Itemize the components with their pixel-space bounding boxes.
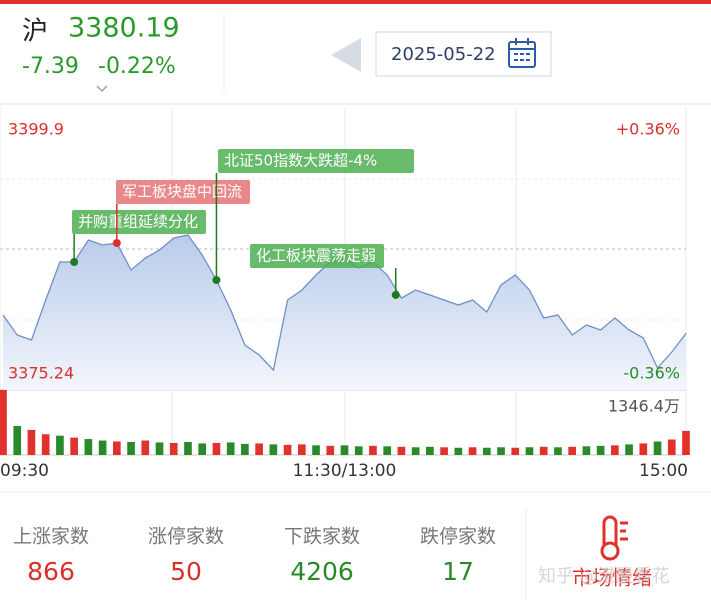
volume-bar [682, 430, 690, 455]
volume-bar [667, 439, 676, 455]
annotation-box [218, 149, 414, 173]
stat-label: 涨停家数 [148, 526, 224, 548]
volume-bar [56, 435, 64, 455]
stat-value: 50 [170, 557, 202, 586]
volume-bar [98, 440, 107, 455]
volume-bar [113, 441, 121, 455]
volume-bar [383, 446, 392, 455]
index-price: 3380.19 [68, 13, 180, 44]
volume-bar [70, 437, 78, 455]
annotation-point [70, 258, 79, 267]
thermometer-icon[interactable] [600, 515, 628, 561]
volume-bar [13, 426, 22, 455]
volume-bar [482, 447, 491, 455]
volume-bar [27, 429, 36, 455]
volume-bar [525, 447, 534, 455]
volume-bar [198, 443, 207, 455]
volume-bar [653, 441, 662, 455]
index-change-pct: -0.22% [98, 54, 176, 79]
top-bar [0, 0, 711, 4]
annotation-box [72, 210, 206, 234]
volume-bar [41, 434, 50, 455]
volume-bar [155, 442, 164, 455]
stat-value: 17 [442, 557, 474, 586]
volume-bar [354, 446, 363, 455]
volume-bar [440, 447, 448, 455]
volume-bar [511, 447, 520, 455]
volume-bar [411, 447, 420, 455]
volume-bar [369, 445, 377, 455]
volume-bar [141, 440, 150, 455]
annotation-text: 并购重组延续分化 [78, 213, 198, 231]
annotation-text: 北证50指数大跌超-4% [224, 152, 377, 170]
volume-bar [397, 446, 406, 455]
volume-bar [184, 441, 192, 455]
index-change: -7.39 [22, 54, 79, 79]
volume-bar [596, 445, 605, 455]
stat-value: 866 [27, 557, 75, 586]
annotation-box [250, 244, 384, 268]
volume-bar [283, 444, 292, 455]
y-tick-label: 3375.24 [8, 364, 74, 383]
y-tick-label: 3399.9 [8, 120, 64, 139]
volume-bar [554, 447, 562, 455]
annotation-point [391, 290, 400, 299]
x-tick-label: 11:30/13:00 [293, 461, 397, 481]
volume-bar [169, 442, 178, 455]
watermark: 知乎 @港股看花 [538, 566, 670, 587]
volume-bar [582, 446, 591, 455]
volume-bar [255, 443, 263, 455]
volume-bar [326, 445, 335, 455]
stat-label: 跌停家数 [420, 526, 496, 548]
volume-bar [611, 445, 619, 455]
x-tick-label: 15:00 [639, 461, 688, 481]
volume-bar [0, 390, 7, 455]
volume-bar [212, 442, 221, 455]
volume-bar [568, 446, 576, 455]
calendar-icon[interactable] [508, 38, 536, 68]
annotation-text: 军工板块盘中回流 [122, 183, 242, 201]
x-tick-label: 09:30 [0, 461, 49, 481]
chevron[interactable] [96, 85, 108, 92]
stat-label: 下跌家数 [284, 526, 360, 548]
volume-bar [226, 442, 235, 455]
volume-bar [340, 445, 349, 455]
prev-day[interactable] [331, 38, 361, 72]
volume-bar [539, 446, 548, 455]
annotation-point [112, 239, 121, 248]
volume-bar [297, 444, 306, 455]
index-name: 沪 [22, 17, 48, 47]
volume-bar [84, 439, 93, 455]
volume-bar [241, 443, 249, 455]
volume-bar [127, 441, 135, 455]
volume-bar [269, 444, 278, 455]
annotation-point [212, 275, 221, 284]
stat-value: 4206 [290, 557, 354, 586]
volume-bar [454, 447, 463, 455]
volume-bar [625, 444, 633, 455]
volume-tick-label: 1346.4万 [608, 397, 680, 416]
sentiment[interactable]: 市场情绪 [572, 566, 652, 590]
volume-bar [312, 445, 320, 455]
y2-tick-label: +0.36% [616, 120, 680, 139]
volume-bar [497, 447, 505, 455]
price-area [3, 235, 686, 390]
volume-bar [426, 446, 434, 455]
volume-bar [639, 443, 648, 455]
volume-bar [468, 447, 477, 455]
stat-label: 上涨家数 [13, 526, 89, 548]
date: 2025-05-22 [391, 44, 496, 65]
y2-tick-label: -0.36% [623, 364, 680, 383]
annotation-text: 化工板块震荡走弱 [256, 247, 376, 265]
